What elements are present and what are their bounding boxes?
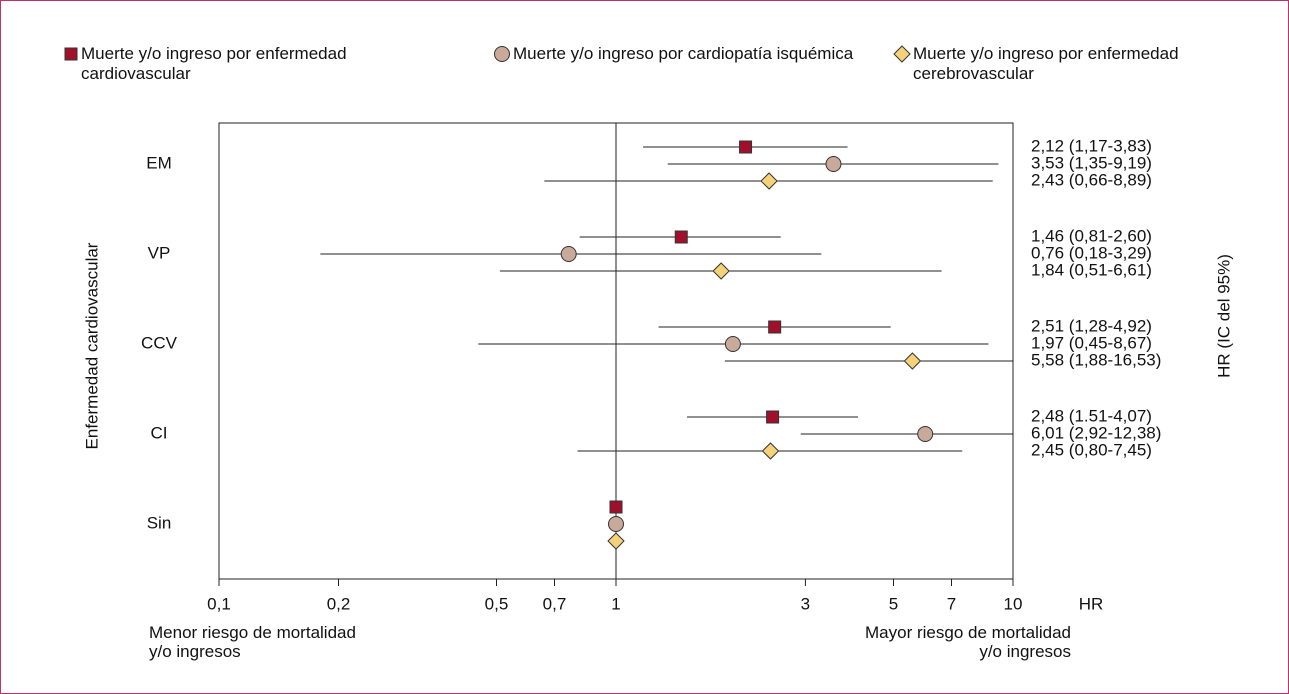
marker — [608, 516, 624, 532]
category-label: CI — [151, 423, 168, 442]
note-left: Menor riesgo de mortalidad y/o ingresos — [149, 623, 356, 661]
marker — [761, 442, 780, 460]
x-tick-label: 5 — [889, 594, 898, 613]
marker — [674, 230, 688, 244]
marker — [917, 426, 934, 442]
marker — [903, 352, 922, 370]
category-label: VP — [148, 243, 171, 262]
value-label: 0,76 (0,18-3,29) — [1031, 243, 1152, 262]
marker — [494, 46, 510, 62]
legend-label: Muerte y/o ingreso por enfermedad cardio… — [81, 44, 347, 83]
marker — [739, 140, 753, 154]
category-label: EM — [146, 153, 172, 172]
marker — [609, 500, 623, 514]
value-label: 2,51 (1,28-4,92) — [1031, 316, 1152, 335]
marker — [825, 156, 842, 172]
x-tick-label: 1 — [611, 594, 620, 613]
value-label: 1,97 (0,45-8,67) — [1031, 333, 1152, 352]
x-tick-label: 10 — [1004, 594, 1023, 613]
value-label: 1,84 (0,51-6,61) — [1031, 260, 1152, 279]
x-axis-label: HR — [1079, 594, 1104, 613]
marker — [760, 172, 778, 190]
x-tick-label: 0,5 — [485, 594, 509, 613]
x-tick-label: 7 — [947, 594, 956, 613]
legend-label: Muerte y/o ingreso por cardiopatía isqué… — [513, 44, 854, 63]
x-tick-label: 0,1 — [207, 594, 231, 613]
value-label: 2,48 (1.51-4,07) — [1031, 406, 1152, 425]
value-label: 5,58 (1,88-16,53) — [1031, 350, 1161, 369]
value-label: 6,01 (2,92-12,38) — [1031, 423, 1161, 442]
marker — [607, 532, 625, 550]
x-tick-label: 0,7 — [543, 594, 567, 613]
plot-area — [320, 146, 1013, 452]
x-tick-label: 3 — [801, 594, 810, 613]
marker — [768, 320, 782, 334]
value-label: 2,12 (1,17-3,83) — [1031, 136, 1152, 155]
value-label: 1,46 (0,81-2,60) — [1031, 226, 1152, 245]
note-right: Mayor riesgo de mortalidad y/o ingresos — [865, 623, 1071, 661]
x-tick-label: 0,2 — [327, 594, 351, 613]
category-label: CCV — [141, 333, 178, 352]
marker — [712, 262, 730, 280]
category-label: Sin — [147, 513, 172, 532]
marker — [893, 45, 911, 63]
legend-label: Muerte y/o ingreso por enfermedad cerebr… — [913, 44, 1179, 83]
marker — [64, 47, 78, 61]
right-axis-label: HR (IC del 95%) — [1214, 254, 1233, 378]
value-label: 3,53 (1,35-9,19) — [1031, 153, 1152, 172]
value-label: 2,43 (0,66-8,89) — [1031, 170, 1152, 189]
marker — [724, 336, 741, 352]
value-label: 2,45 (0,80-7,45) — [1031, 440, 1152, 459]
y-axis-label: Enfermedad cardiovascular — [82, 242, 101, 449]
marker — [560, 246, 577, 262]
marker — [766, 410, 780, 424]
